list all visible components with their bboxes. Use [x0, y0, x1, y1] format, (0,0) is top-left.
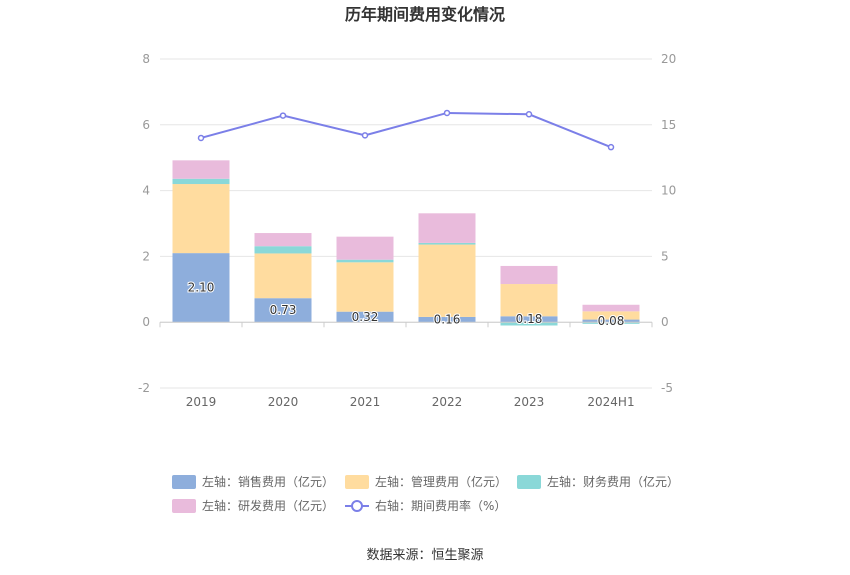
legend: 左轴：销售费用（亿元） 左轴：管理费用（亿元） 左轴：财务费用（亿元） 左轴：研发费用…: [172, 474, 679, 513]
bar-segment: [582, 304, 640, 312]
y-right-tick-label: 5: [661, 249, 669, 263]
data-labels: 2.10 0.73 0.32 0.16 0.18 0.08: [187, 280, 626, 329]
bar-segment: [336, 311, 394, 323]
legend-swatch-marker: [351, 500, 363, 512]
rate-line: [200, 111, 612, 149]
bar-segment: [418, 316, 476, 323]
bar-segment: [418, 242, 476, 245]
x-tick-label: 2020: [268, 395, 299, 409]
y-right-tick-label: -5: [661, 381, 673, 395]
line-series: [197, 109, 615, 151]
bar-segment: [500, 316, 558, 323]
bar-segment: [254, 298, 312, 323]
y-left-tick-label: 4: [142, 184, 150, 198]
legend-label: 左轴：管理费用（亿元）: [375, 474, 507, 489]
bar-segment: [254, 253, 312, 299]
bar-segment: [172, 160, 230, 179]
sales-data-label: 0.32: [352, 310, 379, 324]
y-left-tick-label: -2: [138, 381, 150, 395]
y-left-tick-label: 8: [142, 52, 150, 66]
y-right-tick-label: 15: [661, 118, 676, 132]
axes: -2 0 2 4 6 8 -5 0 5 10 15 20 2019 2020 2021 2022 2023 202…: [138, 52, 676, 409]
bar-segment: [500, 265, 558, 285]
x-tick-label: 2023: [514, 395, 545, 409]
sales-data-label: 0.73: [270, 303, 297, 317]
bar-segment: [336, 236, 394, 260]
rate-point: [361, 132, 369, 139]
bar-segment: [418, 244, 476, 317]
y-right-tick-label: 20: [661, 52, 676, 66]
x-tick-label: 2024H1: [587, 395, 634, 409]
bar-segment: [418, 213, 476, 243]
x-tick-label: 2022: [432, 395, 463, 409]
rate-point: [443, 109, 451, 117]
sales-data-label: 0.18: [516, 312, 543, 326]
legend-label: 左轴：销售费用（亿元）: [202, 474, 334, 489]
rate-point: [525, 111, 533, 118]
legend-swatch: [172, 475, 196, 489]
source-note: 数据来源：恒生聚源: [366, 548, 483, 563]
bar-segment: [254, 233, 312, 247]
bar-segment: [336, 259, 394, 263]
bar-segment: [172, 253, 230, 323]
bar-segment: [254, 246, 312, 254]
x-tick-label: 2021: [350, 395, 381, 409]
sales-data-label: 2.10: [188, 281, 215, 295]
x-tick-label: 2019: [186, 395, 217, 409]
legend-swatch: [517, 475, 541, 489]
bar-segment: [582, 322, 640, 324]
bar-segment: [500, 322, 558, 326]
bar-segment: [500, 284, 558, 317]
legend-label: 左轴：财务费用（亿元）: [547, 474, 679, 489]
chart-title: 历年期间费用变化情况: [345, 5, 505, 24]
y-left-tick-label: 6: [142, 118, 150, 132]
legend-swatch: [345, 475, 369, 489]
rate-point: [197, 134, 205, 142]
bar-segment: [582, 319, 640, 323]
bar-segment: [582, 311, 640, 320]
sales-data-label: 0.16: [434, 313, 461, 327]
rate-point: [607, 143, 615, 151]
legend-swatch: [172, 499, 196, 513]
grid: [160, 58, 652, 389]
bar-segment: [336, 262, 394, 312]
y-left-tick-label: 2: [142, 249, 150, 263]
y-right-tick-label: 10: [661, 184, 676, 198]
legend-label: 左轴：研发费用（亿元）: [202, 498, 334, 513]
bar-segment: [172, 184, 230, 254]
sales-data-label: 0.08: [598, 314, 625, 328]
rate-point: [279, 112, 287, 119]
bars: [172, 160, 640, 326]
y-right-tick-label: 0: [661, 315, 669, 329]
y-left-tick-label: 0: [142, 315, 150, 329]
bar-segment: [172, 178, 230, 185]
legend-label: 右轴：期间费用率（%）: [375, 498, 506, 513]
